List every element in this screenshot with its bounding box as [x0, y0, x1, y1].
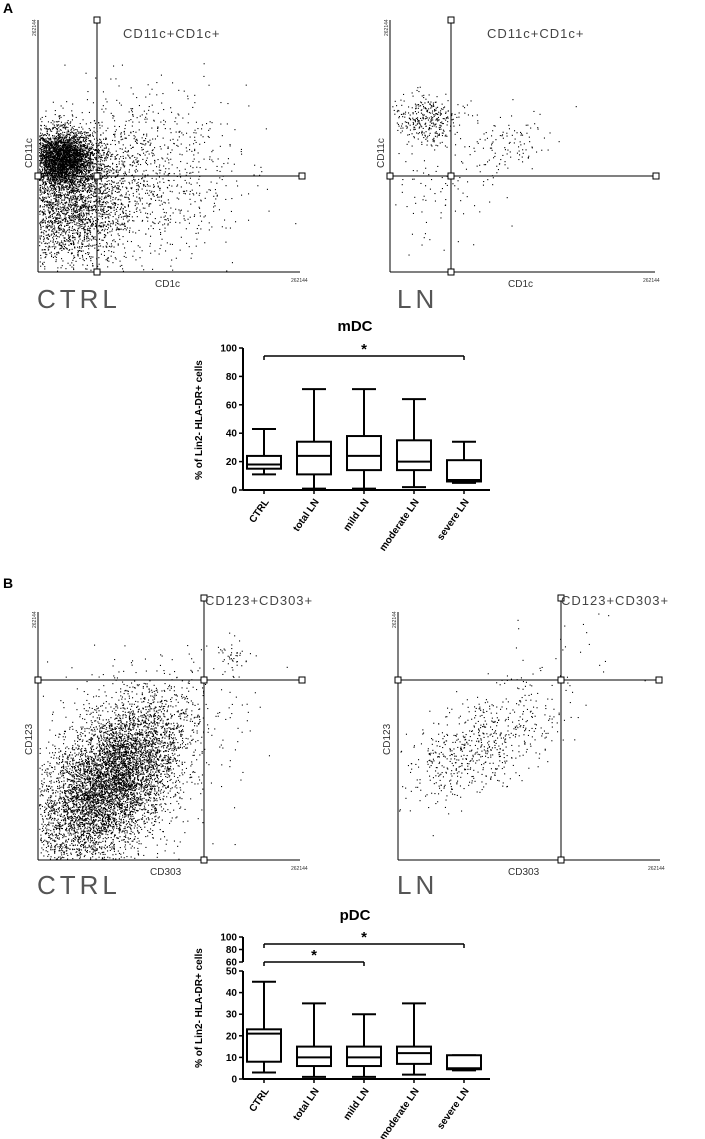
- x-tick-label: moderate LN: [378, 497, 422, 553]
- y-max-tick: 262144: [32, 19, 38, 36]
- chart-title: pDC: [340, 907, 371, 924]
- gate-handle: [200, 676, 208, 684]
- box-iqr: [396, 1045, 432, 1065]
- x-tick-label: mild LN: [342, 497, 372, 533]
- gate-handle: [93, 16, 101, 24]
- group-label: LN: [397, 284, 438, 314]
- y-tick-label: 0: [231, 1075, 237, 1086]
- y-axis-label: CD123: [382, 723, 393, 755]
- gate-handle: [200, 594, 208, 602]
- box-iqr: [246, 454, 282, 470]
- y-max-tick: 262144: [384, 19, 390, 36]
- gate-handle: [655, 676, 663, 684]
- x-tick-label: CTRL: [247, 1086, 271, 1114]
- y-tick-label: 60: [226, 400, 238, 411]
- gate-handle: [34, 676, 42, 684]
- y-tick-label: 100: [220, 933, 237, 944]
- y-axis-label: CD11c: [24, 138, 35, 168]
- gate-handle: [394, 676, 402, 684]
- y-axis-label: % of Lin2- HLA-DR+ cells: [194, 360, 205, 480]
- x-axis-label: CD303: [150, 867, 182, 878]
- gate-handle: [298, 172, 306, 180]
- gate-label: CD11c+CD1c+: [123, 26, 220, 41]
- y-tick-label: 80: [226, 372, 238, 383]
- y-tick-label: 80: [226, 945, 238, 956]
- box-iqr: [446, 459, 482, 483]
- y-tick-label: 60: [226, 958, 238, 969]
- gate-handle: [93, 268, 101, 276]
- y-tick-label: 10: [226, 1053, 238, 1064]
- flow-plot-b-ctrl: CD123+CD303+ CD123 CD303 262144 262144 C…: [24, 593, 313, 900]
- panel-b-letter: B: [3, 575, 13, 591]
- panel-a-letter: A: [3, 0, 13, 16]
- significance-star: *: [361, 929, 367, 946]
- box-iqr: [396, 439, 432, 472]
- group-label: LN: [397, 870, 438, 900]
- y-max-tick: 262144: [32, 611, 38, 628]
- x-axis-label: CD1c: [155, 279, 180, 290]
- y-tick-label: 100: [220, 344, 237, 355]
- y-tick-label: 50: [226, 967, 238, 978]
- gate-handle: [298, 676, 306, 684]
- dots-b-ctrl: [39, 632, 288, 861]
- gate-handle: [386, 172, 394, 180]
- x-tick-label: total LN: [291, 497, 321, 534]
- gate-label: CD123+CD303+: [205, 593, 313, 608]
- significance-star: *: [311, 947, 317, 964]
- y-tick-label: 20: [226, 457, 238, 468]
- x-max-tick: 262144: [291, 866, 308, 872]
- gate-handle: [447, 16, 455, 24]
- gate-handle: [652, 172, 660, 180]
- y-tick-label: 30: [226, 1010, 238, 1021]
- y-tick-label: 20: [226, 1031, 238, 1042]
- gate-handle: [34, 172, 42, 180]
- box-iqr: [446, 1054, 482, 1071]
- y-tick-label: 40: [226, 429, 238, 440]
- gate-handle: [93, 172, 101, 180]
- box-iqr: [346, 435, 382, 472]
- x-axis-label: CD1c: [508, 279, 533, 290]
- y-tick-label: 0: [231, 486, 237, 497]
- dots-a-ctrl: [39, 63, 297, 272]
- gate-handle: [200, 856, 208, 864]
- gate-handle: [557, 856, 565, 864]
- gate-handle: [447, 268, 455, 276]
- y-tick-label: 40: [226, 988, 238, 999]
- group-label: CTRL: [37, 284, 121, 314]
- flow-plot-b-ln: CD123+CD303+ CD123 CD303 262144 262144 L…: [382, 593, 669, 900]
- x-max-tick: 262144: [648, 866, 665, 872]
- y-max-tick: 262144: [392, 611, 398, 628]
- y-axis-label: CD123: [24, 723, 35, 755]
- box-iqr: [346, 1045, 382, 1068]
- x-tick-label: total LN: [291, 1086, 321, 1123]
- x-tick-label: severe LN: [435, 1086, 471, 1131]
- gate-label: CD123+CD303+: [561, 593, 669, 608]
- x-tick-label: mild LN: [342, 1086, 372, 1122]
- y-axis-label: CD11c: [376, 138, 387, 168]
- flow-plot-a-ctrl: CD11c+CD1c+ CD11c CD1c 262144 262144 CTR…: [24, 16, 308, 314]
- group-label: CTRL: [37, 870, 121, 900]
- gate-handle: [557, 676, 565, 684]
- x-tick-label: moderate LN: [378, 1086, 422, 1139]
- box-plot-mdc: mDC 0 20 40 60 80 100 % of Lin2- HLA-DR+ cells C…: [194, 318, 490, 553]
- x-max-tick: 262144: [643, 278, 660, 284]
- y-axis-label: % of Lin2- HLA-DR+ cells: [194, 948, 205, 1068]
- dots-b-ln: [399, 613, 646, 837]
- x-tick-label: severe LN: [435, 497, 471, 542]
- box-iqr: [246, 1028, 282, 1063]
- chart-title: mDC: [337, 318, 372, 335]
- box-iqr: [296, 440, 332, 476]
- dots-a-ln: [392, 86, 577, 256]
- x-axis-label: CD303: [508, 867, 540, 878]
- gate-handle: [557, 594, 565, 602]
- x-tick-label: CTRL: [247, 497, 271, 525]
- gate-label: CD11c+CD1c+: [487, 26, 584, 41]
- significance-star: *: [361, 341, 367, 358]
- x-max-tick: 262144: [291, 278, 308, 284]
- flow-plot-a-ln: CD11c+CD1c+ CD11c CD1c 262144 262144 LN: [376, 16, 660, 314]
- gate-handle: [447, 172, 455, 180]
- box-iqr: [296, 1045, 332, 1068]
